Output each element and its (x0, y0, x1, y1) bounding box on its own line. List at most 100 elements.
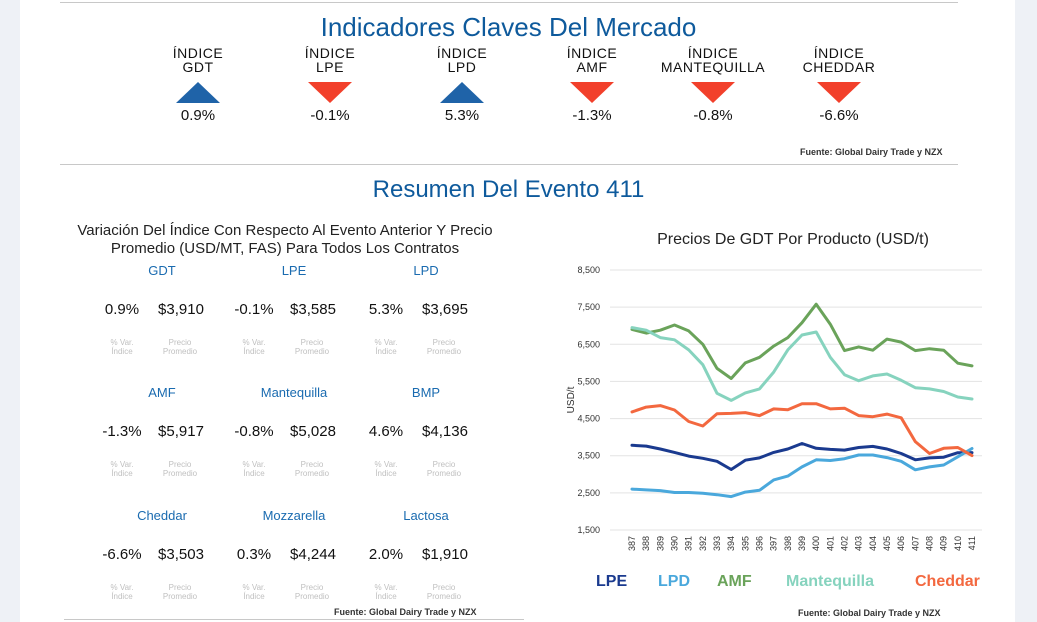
x-tick-label: 387 (627, 536, 637, 551)
y-tick-label: 8,500 (577, 265, 600, 275)
product-name: BMP (411, 385, 441, 400)
variation-caption: % Var. Índice (110, 583, 134, 601)
x-tick-label: 405 (882, 536, 892, 551)
summary-subtitle-line2: Promedio (USD/MT, FAS) Para Todos Los Co… (110, 240, 460, 257)
product-name: AMF (148, 385, 176, 400)
variation-caption: % Var. Índice (242, 338, 266, 356)
x-tick-label: 398 (783, 536, 793, 551)
price-caption: Precio Promedio (426, 460, 462, 478)
price-caption: Precio Promedio (162, 460, 198, 478)
top-divider (60, 2, 958, 3)
y-axis-label: USD/t (566, 386, 577, 413)
indicator-value: 0.9% (180, 107, 216, 124)
product-name: LPD (413, 263, 439, 278)
y-tick-label: 6,500 (577, 339, 600, 349)
y-tick-label: 3,500 (577, 451, 600, 461)
arrow-up-icon (176, 82, 220, 103)
product-variation: 4.6% (368, 423, 404, 440)
indicator-item: ÍNDICE LPE -0.1% (270, 46, 390, 124)
product-variation: -0.1% (234, 301, 274, 318)
legend-item: LPD (658, 573, 690, 590)
price-caption: Precio Promedio (426, 583, 462, 601)
variation-caption: % Var. Índice (374, 338, 398, 356)
x-tick-label: 393 (712, 536, 722, 551)
y-tick-label: 4,500 (577, 414, 600, 424)
indicator-name: ÍNDICE CHEDDAR (802, 45, 876, 75)
product-price: $4,136 (422, 423, 468, 440)
x-tick-label: 390 (670, 536, 680, 551)
x-tick-label: 409 (939, 536, 949, 551)
x-tick-label: 406 (896, 536, 906, 551)
y-tick-label: 2,500 (577, 488, 600, 498)
price-chart: Precios De GDT Por Producto (USD/t) 1,500… (566, 231, 982, 551)
arrow-down-icon (817, 82, 861, 103)
summary-subtitle: Variación Del Índice Con Respecto Al Eve… (40, 222, 530, 258)
indicator-value: -1.3% (572, 107, 612, 124)
x-tick-label: 404 (868, 536, 878, 551)
x-tick-label: 388 (641, 536, 651, 551)
product-price: $3,910 (158, 301, 204, 318)
legend-item: AMF (717, 573, 752, 590)
product-name: Mantequilla (260, 385, 328, 400)
product-name: Lactosa (403, 508, 449, 523)
price-caption: Precio Promedio (294, 338, 330, 356)
legend-item: LPE (596, 573, 628, 590)
x-tick-label: 411 (967, 536, 977, 550)
product-variation: -6.6% (102, 546, 142, 563)
series-line-mantequilla (630, 326, 974, 402)
indicator-item: ÍNDICE MANTEQUILLA -0.8% (653, 46, 773, 124)
indicator-name: ÍNDICE AMF (566, 45, 618, 75)
product-price: $5,917 (158, 423, 204, 440)
indicator-name: ÍNDICE GDT (172, 45, 224, 75)
x-tick-label: 396 (755, 536, 765, 551)
y-tick-label: 7,500 (577, 302, 600, 312)
price-caption: Precio Promedio (162, 583, 198, 601)
product-variation: 2.0% (368, 546, 404, 563)
product-price: $3,695 (422, 301, 468, 318)
x-tick-label: 395 (740, 536, 750, 551)
indicator-name: ÍNDICE LPE (304, 45, 356, 75)
variation-caption: % Var. Índice (242, 583, 266, 601)
indicator-item: ÍNDICE CHEDDAR -6.6% (779, 46, 899, 124)
indicator-value: 5.3% (444, 107, 480, 124)
product-variation: 5.3% (368, 301, 404, 318)
product-price: $4,244 (290, 546, 336, 563)
indicator-value: -0.8% (693, 107, 733, 124)
chart-source: Fuente: Global Dairy Trade y NZX (798, 608, 941, 618)
product-variation: 0.9% (104, 301, 140, 318)
y-tick-label: 1,500 (577, 525, 600, 535)
x-tick-label: 397 (769, 536, 779, 551)
legend-item: Mantequilla (786, 573, 875, 590)
price-caption: Precio Promedio (294, 583, 330, 601)
price-caption: Precio Promedio (162, 338, 198, 356)
indicator-item: ÍNDICE GDT 0.9% (138, 46, 258, 124)
product-price: $3,585 (290, 301, 336, 318)
variation-caption: % Var. Índice (110, 460, 134, 478)
x-tick-label: 401 (825, 536, 835, 551)
x-tick-label: 400 (811, 536, 821, 551)
summary-title: Resumen Del Evento 411 (372, 176, 645, 203)
arrow-down-icon (691, 82, 735, 103)
indicator-item: ÍNDICE LPD 5.3% (402, 46, 522, 124)
middle-divider (60, 164, 958, 165)
indicators-title: Indicadores Claves Del Mercado (320, 12, 697, 42)
x-tick-label: 410 (953, 536, 963, 551)
product-name: LPE (281, 263, 307, 278)
indicator-item: ÍNDICE AMF -1.3% (532, 46, 652, 124)
product-name: Mozzarella (262, 508, 326, 523)
price-caption: Precio Promedio (294, 460, 330, 478)
x-tick-label: 399 (797, 536, 807, 551)
product-variation: -0.8% (234, 423, 274, 440)
product-name: GDT (148, 263, 176, 278)
product-variation: -1.3% (102, 423, 142, 440)
series-line-cheddar (630, 402, 974, 458)
x-tick-label: 407 (910, 536, 920, 551)
y-tick-label: 5,500 (577, 376, 600, 386)
x-tick-label: 408 (925, 536, 935, 551)
variation-caption: % Var. Índice (110, 338, 134, 356)
indicator-name: ÍNDICE MANTEQUILLA (660, 45, 766, 75)
variation-caption: % Var. Índice (374, 460, 398, 478)
product-price: $1,910 (422, 546, 468, 563)
x-tick-label: 403 (854, 536, 864, 551)
arrow-down-icon (570, 82, 614, 103)
